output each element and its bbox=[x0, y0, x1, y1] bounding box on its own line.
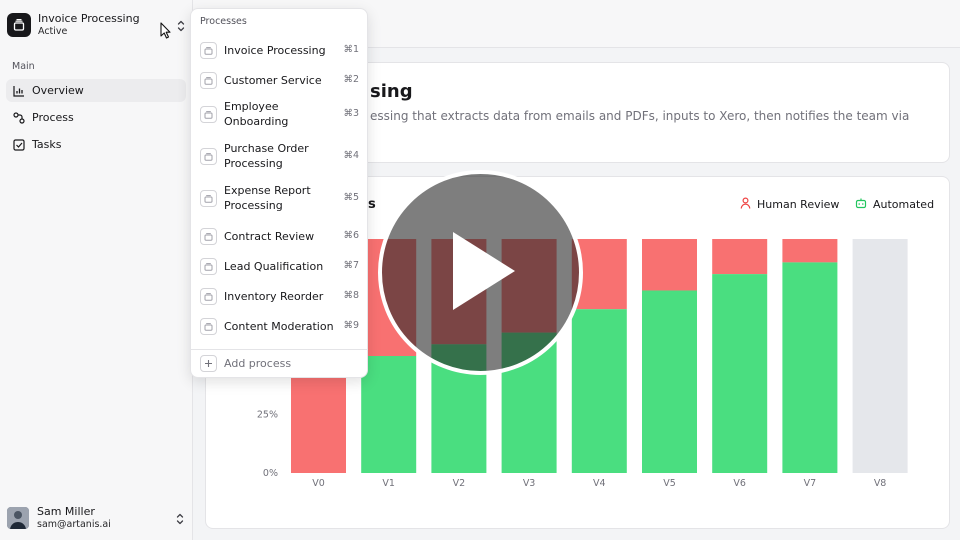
process-status: Active bbox=[38, 26, 68, 37]
process-menu-item[interactable]: Purchase Order Processing ⌘4 bbox=[197, 139, 363, 173]
legend-automated: Automated bbox=[855, 197, 934, 212]
process-menu-item-label: Purchase Order Processing bbox=[224, 142, 309, 170]
sidebar-item-overview[interactable]: Overview bbox=[6, 79, 186, 102]
shortcut-label: ⌘1 bbox=[343, 44, 359, 55]
user-email: sam@artanis.ai bbox=[37, 519, 111, 530]
checkbox-icon bbox=[13, 138, 25, 151]
process-menu-item[interactable]: Contract Review ⌘6 bbox=[197, 224, 363, 248]
video-play-button[interactable] bbox=[378, 170, 583, 375]
user-icon bbox=[740, 197, 757, 212]
shortcut-label: ⌘7 bbox=[343, 260, 359, 271]
process-icon bbox=[200, 105, 217, 123]
bot-icon bbox=[855, 197, 873, 212]
shortcut-label: ⌘8 bbox=[343, 290, 359, 301]
shortcut-label: ⌘9 bbox=[343, 320, 359, 331]
process-menu-item-label: Lead Qualification bbox=[224, 260, 324, 273]
process-icon bbox=[200, 257, 217, 275]
shortcut-label: ⌘2 bbox=[343, 74, 359, 85]
process-menu-item-label: Customer Service bbox=[224, 74, 322, 87]
shortcut-label: ⌘6 bbox=[343, 230, 359, 241]
process-menu-item[interactable]: Inventory Reorder ⌘8 bbox=[197, 284, 363, 308]
sidebar-item-tasks[interactable]: Tasks bbox=[6, 133, 186, 156]
process-icon bbox=[200, 287, 217, 305]
user-name: Sam Miller bbox=[37, 505, 95, 518]
process-menu-item-label: Contract Review bbox=[224, 230, 315, 243]
process-dropdown-menu: Processes Invoice Processing ⌘1 Customer S… bbox=[190, 8, 368, 378]
mouse-cursor-icon bbox=[160, 22, 172, 43]
process-icon bbox=[200, 147, 217, 165]
avatar bbox=[7, 507, 29, 529]
sidebar-item-process[interactable]: Process bbox=[6, 106, 186, 129]
process-menu-item[interactable]: Employee Onboarding ⌘3 bbox=[197, 97, 363, 131]
chevrons-up-down-icon bbox=[175, 511, 185, 530]
process-icon bbox=[200, 71, 217, 89]
process-menu-item-label: Expense Report Processing bbox=[224, 184, 311, 212]
sidebar-section-label: Main bbox=[12, 61, 35, 72]
page-title: sing bbox=[370, 81, 413, 102]
legend-label: Human Review bbox=[757, 198, 840, 211]
process-menu-item[interactable]: Customer Service ⌘2 bbox=[197, 68, 363, 92]
sidebar-item-label: Process bbox=[32, 111, 74, 124]
process-switcher[interactable]: Invoice Processing Active bbox=[4, 7, 188, 43]
process-description: essing that extracts data from emails an… bbox=[370, 109, 910, 123]
play-icon bbox=[441, 228, 521, 318]
legend-human-review: Human Review bbox=[740, 197, 839, 212]
bar-chart-icon bbox=[13, 85, 25, 97]
shortcut-label: ⌘4 bbox=[343, 150, 359, 161]
process-menu-item[interactable]: Lead Qualification ⌘7 bbox=[197, 254, 363, 278]
process-menu-item-label: Invoice Processing bbox=[224, 44, 326, 57]
workflow-icon bbox=[13, 111, 25, 124]
process-menu-item[interactable]: Expense Report Processing ⌘5 bbox=[197, 181, 363, 215]
divider bbox=[191, 349, 367, 350]
process-icon bbox=[200, 227, 217, 245]
process-icon bbox=[200, 317, 217, 335]
process-menu-item-label: Content Moderation bbox=[224, 320, 334, 333]
shortcut-label: ⌘3 bbox=[343, 108, 359, 119]
process-menu-item[interactable]: Invoice Processing ⌘1 bbox=[197, 38, 363, 62]
plus-icon bbox=[200, 355, 217, 372]
process-menu-item-label: Employee Onboarding bbox=[224, 100, 289, 128]
sidebar-item-label: Overview bbox=[32, 84, 84, 97]
add-process-button[interactable]: Add process bbox=[197, 350, 363, 378]
chevrons-up-down-icon bbox=[176, 18, 186, 37]
chart-title: s bbox=[368, 197, 376, 212]
dropdown-section-label: Processes bbox=[200, 16, 247, 27]
process-title: Invoice Processing bbox=[38, 12, 140, 25]
sidebar-item-label: Tasks bbox=[32, 138, 62, 151]
shortcut-label: ⌘5 bbox=[343, 192, 359, 203]
process-menu-item[interactable]: Content Moderation ⌘9 bbox=[197, 314, 363, 338]
process-menu-item-label: Inventory Reorder bbox=[224, 290, 324, 303]
process-icon bbox=[200, 41, 217, 59]
add-process-label: Add process bbox=[224, 357, 292, 370]
user-menu[interactable]: Sam Miller sam@artanis.ai bbox=[7, 503, 187, 533]
sidebar: Invoice Processing Active Main Overview … bbox=[0, 0, 193, 540]
legend-label: Automated bbox=[873, 198, 935, 211]
process-logo-icon bbox=[7, 13, 31, 37]
process-icon bbox=[200, 189, 217, 207]
